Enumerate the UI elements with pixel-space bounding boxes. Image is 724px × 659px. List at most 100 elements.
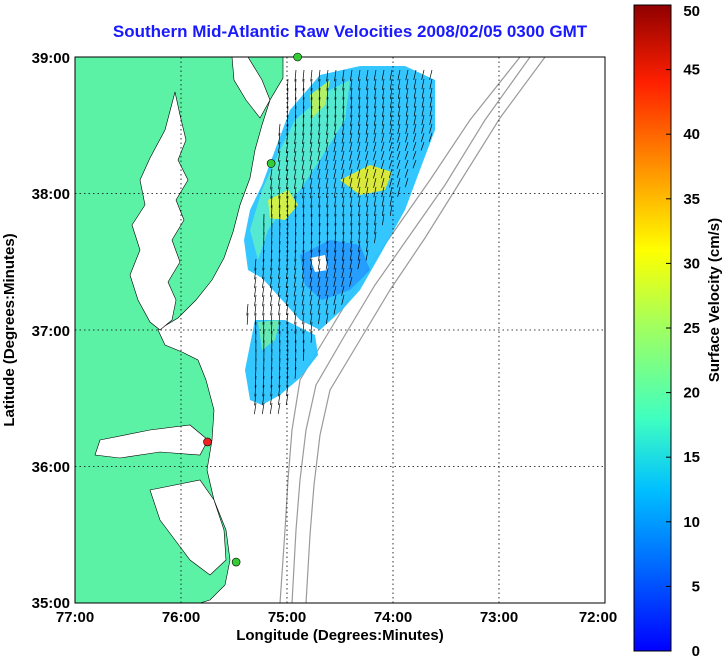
velocity-arrow <box>421 114 425 126</box>
velocity-arrow <box>357 123 361 135</box>
velocity-arrow <box>357 141 361 152</box>
velocity-arrow <box>277 393 281 406</box>
velocity-arrow <box>302 330 305 343</box>
velocity-arrow <box>279 357 281 370</box>
velocity-arrow <box>388 168 393 179</box>
velocity-arrow <box>429 123 433 134</box>
velocity-arrow <box>318 69 321 82</box>
velocity-arrow <box>310 231 313 244</box>
velocity-arrow <box>277 150 281 162</box>
velocity-arrow <box>270 267 273 280</box>
velocity-arrow <box>357 249 361 261</box>
velocity-arrow <box>278 303 281 316</box>
velocity-arrow <box>389 69 393 81</box>
velocity-arrow <box>309 258 313 270</box>
velocity-arrow <box>350 213 353 226</box>
velocity-arrow <box>373 141 377 152</box>
velocity-arrow <box>317 294 321 306</box>
velocity-arrow <box>397 78 401 90</box>
velocity-arrow <box>318 123 321 136</box>
velocity-arrow <box>318 186 321 199</box>
velocity-arrow <box>388 141 393 152</box>
velocity-arrow <box>293 150 297 162</box>
velocity-arrow <box>318 96 321 109</box>
velocity-arrow <box>295 339 297 352</box>
x-tick-label: 77:00 <box>56 609 94 626</box>
velocity-arrow <box>350 105 353 118</box>
velocity-arrow <box>397 96 401 109</box>
velocity-arrow <box>287 87 289 100</box>
velocity-arrow <box>405 114 409 126</box>
velocity-arrow <box>404 141 409 151</box>
velocity-arrow <box>262 267 265 280</box>
velocity-arrow <box>325 294 329 306</box>
y-tick-label: 39:00 <box>32 50 70 67</box>
velocity-arrow <box>342 114 345 127</box>
velocity-arrow <box>262 393 265 406</box>
velocity-arrow <box>278 384 281 397</box>
velocity-arrow <box>381 195 385 207</box>
velocity-arrow <box>373 195 377 207</box>
velocity-arrow <box>421 69 425 81</box>
velocity-arrow <box>309 285 313 297</box>
velocity-arrow <box>271 330 273 343</box>
velocity-arrow <box>342 240 345 253</box>
velocity-arrow <box>381 204 385 216</box>
velocity-arrow <box>254 384 257 397</box>
velocity-arrow <box>278 366 281 379</box>
velocity-arrow <box>279 231 281 244</box>
velocity-arrow <box>301 168 305 180</box>
velocity-arrow <box>302 105 305 118</box>
velocity-arrow <box>302 240 305 253</box>
velocity-arrow <box>294 69 297 82</box>
velocity-arrow <box>325 168 329 180</box>
velocity-arrow <box>317 132 321 144</box>
velocity-arrow <box>341 258 345 270</box>
velocity-arrow <box>374 78 377 91</box>
velocity-arrow <box>349 249 353 261</box>
velocity-arrow <box>374 105 377 118</box>
velocity-arrow <box>388 159 393 169</box>
velocity-arrow <box>365 177 369 189</box>
velocity-arrow <box>404 177 409 188</box>
velocity-arrow <box>325 132 329 144</box>
x-tick-label: 75:00 <box>268 609 306 626</box>
velocity-arrow <box>381 177 385 188</box>
velocity-arrow <box>389 114 393 126</box>
velocity-arrow <box>358 231 361 244</box>
velocity-arrow <box>310 105 313 118</box>
velocity-arrow <box>333 276 337 288</box>
velocity-arrow <box>270 384 273 397</box>
velocity-arrow <box>262 294 265 307</box>
velocity-arrow <box>269 285 273 297</box>
velocity-arrow <box>278 177 281 190</box>
velocity-arrow <box>357 150 361 161</box>
station-marker <box>266 159 276 168</box>
velocity-arrow <box>357 168 361 179</box>
velocity-arrow <box>270 366 273 379</box>
velocity-arrow <box>277 141 281 154</box>
x-axis-label: Longitude (Degrees:Minutes) <box>236 627 444 644</box>
velocity-arrow <box>310 204 313 217</box>
velocity-arrow <box>389 177 393 188</box>
velocity-arrow <box>381 186 385 198</box>
velocity-arrow <box>310 222 313 235</box>
velocity-arrow <box>373 186 377 198</box>
velocity-arrow <box>397 69 401 81</box>
velocity-arrow <box>349 168 353 179</box>
colorbar-tick-label: 0 <box>692 643 700 659</box>
velocity-arrow <box>366 105 369 118</box>
velocity-arrow <box>350 96 353 109</box>
velocity-arrow <box>366 87 369 100</box>
velocity-arrow <box>325 312 329 325</box>
velocity-arrow <box>310 213 313 226</box>
y-tick-label: 38:00 <box>32 186 70 203</box>
velocity-arrow <box>309 141 313 153</box>
velocity-arrow <box>301 177 305 189</box>
velocity-arrow <box>350 195 353 208</box>
velocity-arrow <box>318 87 321 100</box>
velocity-arrow <box>270 375 273 388</box>
velocity-arrow <box>349 69 353 82</box>
velocity-arrow <box>278 132 281 145</box>
velocity-arrow <box>310 249 313 262</box>
